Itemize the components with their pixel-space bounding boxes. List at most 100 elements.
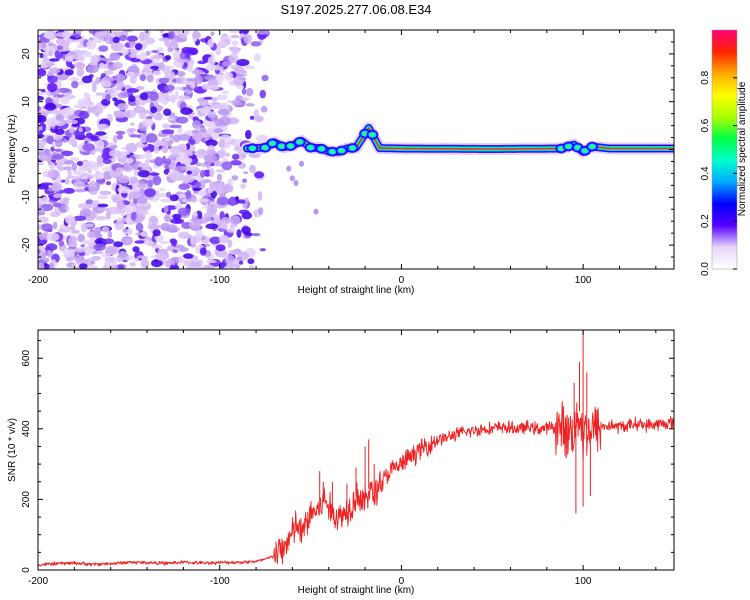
- snr-y-ticks: 0 200 400 600: [21, 340, 674, 573]
- noise-speckle: [109, 35, 114, 45]
- y-tick-label: -10: [21, 190, 32, 205]
- carrier-blob-center: [575, 146, 580, 150]
- noise-speckle: [163, 108, 172, 116]
- noise-speckle: [205, 259, 217, 264]
- noise-speckle: [241, 88, 247, 95]
- noise-speckle: [114, 111, 127, 119]
- noise-speckle: [159, 240, 170, 245]
- noise-speckle: [260, 105, 268, 113]
- noise-speckle: [113, 241, 124, 248]
- noise-speckle: [126, 228, 133, 236]
- noise-speckle: [198, 266, 205, 269]
- noise-speckle: [64, 160, 75, 165]
- carrier-blob-center: [566, 144, 571, 148]
- noise-speckle: [99, 190, 112, 196]
- noise-speckle: [195, 181, 202, 188]
- noise-speckle: [82, 239, 89, 245]
- noise-speckle: [178, 95, 191, 100]
- noise-speckle: [62, 107, 75, 116]
- noise-speckle: [114, 220, 125, 231]
- noise-speckle: [139, 184, 149, 189]
- noise-speckle: [245, 87, 254, 97]
- noise-speckle: [205, 223, 219, 230]
- noise-speckle: [149, 172, 160, 176]
- noise-speckle: [78, 127, 83, 133]
- noise-speckle: [90, 260, 95, 265]
- noise-speckle: [52, 96, 60, 105]
- noise-speckle: [104, 260, 112, 266]
- noise-speckle: [44, 62, 56, 66]
- noise-speckle: [214, 218, 219, 225]
- noise-speckle: [152, 70, 162, 76]
- noise-speckle: [164, 55, 172, 61]
- carrier-blob-center: [362, 132, 368, 136]
- noise-speckle: [205, 64, 217, 71]
- noise-speckle: [121, 165, 134, 172]
- noise-speckle: [161, 145, 169, 154]
- noise-speckle: [92, 164, 99, 171]
- noise-speckle: [173, 36, 183, 40]
- noise-speckle: [229, 30, 240, 34]
- noise-speckle: [46, 232, 60, 242]
- noise-speckle: [218, 139, 226, 148]
- y-tick-label: 0: [21, 146, 32, 152]
- noise-speckle: [293, 180, 299, 186]
- noise-speckle: [61, 150, 74, 157]
- noise-speckle: [138, 154, 146, 159]
- noise-speckle: [57, 45, 63, 51]
- noise-speckle: [117, 103, 129, 111]
- noise-speckle: [257, 30, 268, 35]
- noise-speckle: [69, 126, 75, 134]
- noise-speckle: [85, 132, 93, 139]
- noise-speckle: [238, 209, 250, 215]
- noise-speckle: [97, 203, 109, 208]
- noise-speckle: [169, 194, 179, 202]
- noise-speckle: [77, 233, 85, 243]
- noise-speckle: [217, 108, 230, 115]
- noise-speckle: [231, 175, 239, 181]
- noise-speckle: [235, 84, 245, 89]
- noise-speckle: [38, 130, 44, 135]
- noise-speckle: [172, 239, 178, 246]
- noise-speckle: [98, 45, 109, 52]
- noise-speckle: [164, 137, 173, 142]
- noise-speckle: [145, 50, 151, 56]
- noise-speckle: [68, 139, 78, 146]
- noise-speckle: [112, 61, 123, 70]
- noise-speckle: [174, 265, 180, 269]
- noise-speckle: [83, 208, 92, 218]
- noise-speckle: [205, 139, 218, 147]
- noise-speckle: [219, 182, 223, 187]
- noise-speckle: [95, 112, 100, 117]
- noise-speckle: [53, 148, 63, 152]
- noise-speckle: [228, 196, 236, 207]
- noise-speckle: [66, 242, 78, 248]
- noise-speckle: [168, 31, 175, 40]
- noise-speckle: [71, 162, 77, 172]
- noise-speckle: [175, 116, 189, 124]
- noise-speckle: [243, 65, 256, 70]
- noise-speckle: [192, 120, 201, 129]
- noise-speckle: [83, 92, 91, 100]
- noise-speckle: [157, 249, 166, 254]
- noise-speckle: [150, 55, 159, 60]
- noise-speckle: [143, 240, 155, 246]
- noise-speckle: [105, 210, 112, 220]
- noise-speckle: [102, 238, 115, 245]
- carrier-blob-center: [339, 149, 344, 153]
- noise-speckle: [158, 77, 170, 84]
- noise-speckle: [190, 238, 197, 246]
- noise-speckle: [73, 181, 86, 189]
- noise-speckle: [52, 154, 64, 160]
- noise-speckle: [235, 256, 243, 261]
- noise-speckle: [299, 160, 304, 167]
- noise-speckle: [98, 123, 105, 131]
- noise-speckle: [199, 169, 206, 178]
- noise-speckle: [254, 171, 265, 179]
- noise-speckle: [204, 75, 217, 81]
- spectrogram-noise-speckle: [38, 30, 270, 269]
- noise-speckle: [97, 172, 105, 180]
- noise-speckle: [128, 53, 138, 58]
- noise-speckle: [39, 232, 45, 241]
